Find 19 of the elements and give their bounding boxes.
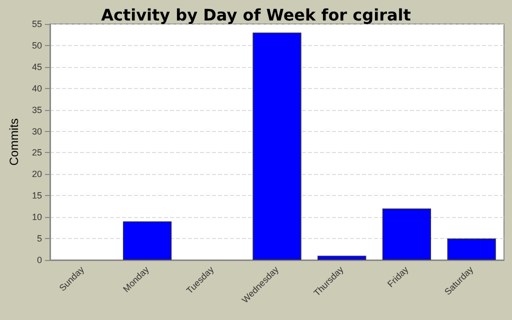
y-tick-label: 15 <box>32 190 42 201</box>
y-tick-label: 30 <box>32 126 42 136</box>
y-tick-label: 0 <box>36 255 42 265</box>
bar <box>122 221 172 260</box>
y-tick-label: 40 <box>32 83 42 94</box>
chart-title: Activity by Day of Week for cgiralt <box>101 6 412 24</box>
bar <box>252 32 302 260</box>
y-tick-label: 25 <box>32 148 42 158</box>
y-tick-label: 55 <box>32 19 42 29</box>
y-tick-label: 10 <box>32 212 42 222</box>
y-tick-label: 20 <box>32 169 42 180</box>
y-tick-label: 45 <box>32 62 42 72</box>
y-tick-label: 50 <box>32 40 42 50</box>
bar <box>447 238 496 260</box>
bar <box>382 208 432 260</box>
bar <box>318 256 366 260</box>
y-tick-label: 5 <box>36 234 42 244</box>
y-tick-label: 35 <box>32 104 42 115</box>
y-axis-title: Commits <box>7 118 21 166</box>
